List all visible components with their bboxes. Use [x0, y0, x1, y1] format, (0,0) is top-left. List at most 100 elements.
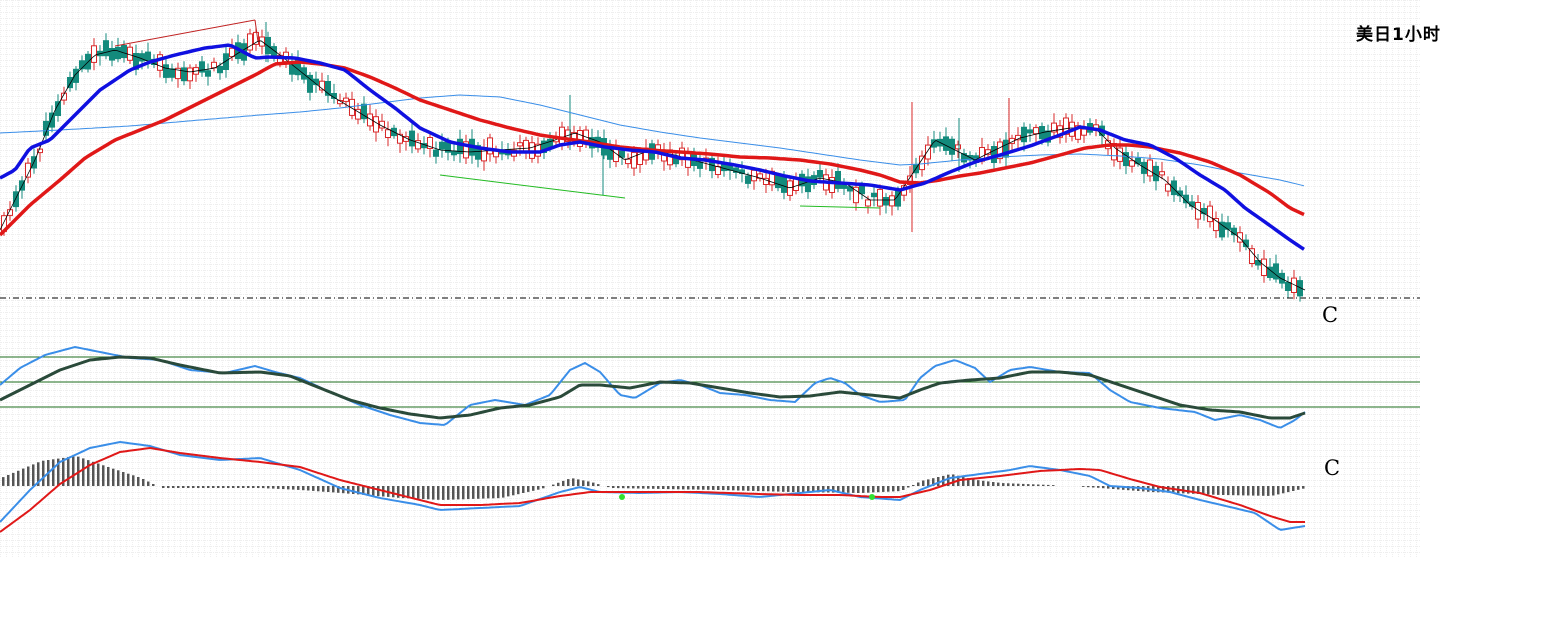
macd-histogram-bar [192, 486, 195, 488]
candle-down [199, 61, 205, 73]
macd-histogram-bar [107, 467, 110, 486]
candle-down [223, 53, 229, 70]
macd-histogram-bar [437, 486, 440, 500]
candle-down [745, 175, 751, 184]
macd-histogram-bar [117, 470, 120, 486]
candle-up [925, 144, 931, 160]
macd-histogram-bar [757, 486, 760, 492]
candle-down [1273, 263, 1279, 280]
macd-histogram-bar [307, 486, 310, 491]
macd-histogram-bar [722, 486, 725, 491]
macd-histogram-bar [62, 457, 65, 486]
candle-down [145, 51, 151, 61]
macd-histogram-bar [32, 464, 35, 486]
candle-down [817, 170, 823, 178]
candle-down [1177, 190, 1183, 197]
macd-histogram-bar [277, 486, 280, 489]
candle-up [1033, 127, 1039, 135]
macd-histogram-bar [417, 486, 420, 499]
trendline-green-1 [439, 174, 626, 199]
candle-down [73, 68, 79, 83]
candle-down [1123, 152, 1129, 167]
macd-histogram-bar [932, 478, 935, 486]
macd-histogram-bar [1087, 486, 1090, 488]
candle-up [877, 188, 883, 207]
macd-histogram-bar [1207, 486, 1210, 495]
macd-histogram-bar [802, 486, 805, 493]
macd-histogram-bar [712, 486, 715, 490]
candle-down [43, 120, 49, 136]
macd-histogram-bar [852, 486, 855, 493]
macd-histogram-bar [627, 486, 630, 489]
candle-up [1237, 232, 1243, 243]
macd-histogram-bar [207, 486, 210, 488]
macd-histogram-bar [792, 486, 795, 492]
macd-histogram-bar [237, 486, 240, 488]
candle-up [1195, 202, 1201, 220]
macd-histogram-bar [1007, 483, 1010, 486]
candle-down [883, 197, 889, 206]
candle-down [115, 46, 121, 60]
macd-histogram-bar [777, 486, 780, 492]
macd-histogram-bar [1032, 484, 1035, 486]
macd-histogram-bar [22, 468, 25, 486]
macd-histogram-bar [1247, 486, 1250, 496]
macd-histogram-bar [152, 484, 155, 486]
macd-histogram-bar [607, 486, 610, 488]
macd-histogram-bar [897, 486, 900, 492]
macd-histogram-bar [1202, 486, 1205, 495]
macd-histogram-bar [652, 486, 655, 489]
candle-down [169, 68, 175, 78]
macd-histogram-bar [842, 486, 845, 493]
macd-histogram-bar [302, 486, 305, 491]
candle-up [427, 137, 433, 149]
candle-down [181, 67, 187, 82]
candle-up [37, 148, 43, 154]
candle-up [1291, 277, 1297, 294]
macd-histogram-bar [937, 477, 940, 486]
macd-histogram-bar [177, 486, 180, 488]
macd-histogram-bar [562, 480, 565, 486]
macd-histogram-bar [127, 473, 130, 486]
macd-histogram-bar [732, 486, 735, 491]
candle-up [625, 158, 631, 165]
candle-up [1213, 218, 1219, 232]
candle-down [217, 65, 223, 74]
candle-down [325, 81, 331, 96]
macd-histogram-bar [212, 486, 215, 488]
macd-histogram-bar [927, 479, 930, 486]
ma-long-line [0, 94, 1305, 187]
macd-histogram-bar [1027, 484, 1030, 486]
macd-histogram-bar [557, 482, 560, 486]
annotation-c-price: C [1322, 303, 1339, 327]
candle-down [781, 175, 787, 193]
candle-down [1279, 272, 1285, 284]
candle-up [763, 177, 769, 185]
macd-histogram-bar [742, 486, 745, 491]
macd-histogram-bar [1002, 483, 1005, 486]
macd-histogram-bar [767, 486, 770, 492]
candle-down [943, 136, 949, 151]
macd-histogram-bar [687, 486, 690, 490]
candle-down [1021, 126, 1027, 143]
candle-up [1207, 205, 1213, 223]
candle-down [961, 153, 967, 163]
macd-histogram-bar [727, 486, 730, 491]
macd-histogram-bar [232, 486, 235, 488]
macd-histogram-bar [762, 486, 765, 492]
macd-histogram-bar [97, 463, 100, 486]
macd-histogram-bar [1017, 483, 1020, 486]
macd-histogram-bar [1242, 486, 1245, 496]
macd-histogram-bar [72, 456, 75, 486]
macd-histogram-bar [1267, 486, 1270, 496]
macd-histogram-bar [867, 486, 870, 493]
macd-histogram-bar [962, 476, 965, 486]
candle-up [385, 129, 391, 138]
candle-down [1243, 239, 1249, 248]
macd-histogram-bar [542, 486, 545, 489]
macd-histogram-bar [92, 461, 95, 486]
macd-histogram-bar [1117, 486, 1120, 490]
chart-title: 美日1小时 [1356, 25, 1441, 45]
macd-histogram-bar [12, 472, 15, 486]
macd-histogram-bar [797, 486, 800, 493]
